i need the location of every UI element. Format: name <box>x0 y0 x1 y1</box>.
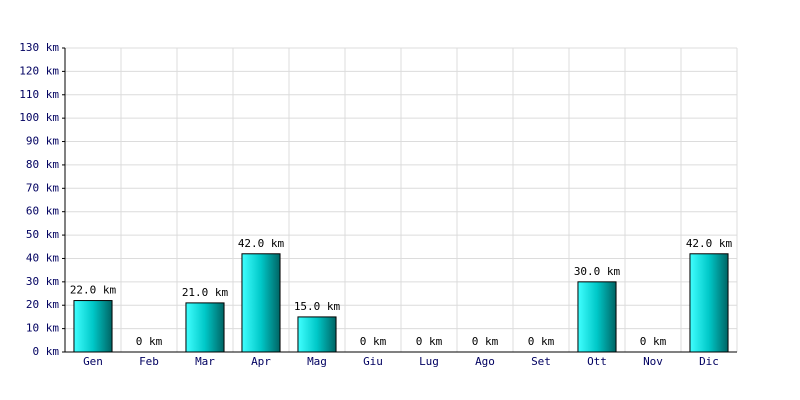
value-label: 15.0 km <box>294 300 341 313</box>
x-tick-label: Apr <box>251 355 271 368</box>
x-tick-label: Ago <box>475 355 495 368</box>
y-tick-label: 130 km <box>19 41 59 54</box>
value-label: 0 km <box>640 335 667 348</box>
grid <box>65 47 738 353</box>
value-label: 42.0 km <box>238 237 285 250</box>
bar <box>577 281 617 353</box>
x-tick-label: Giu <box>363 355 383 368</box>
value-label: 42.0 km <box>686 237 733 250</box>
value-label: 21.0 km <box>182 286 229 299</box>
y-tick-label: 100 km <box>19 111 59 124</box>
value-label: 30.0 km <box>574 265 621 278</box>
value-label: 0 km <box>472 335 499 348</box>
x-tick-label: Mag <box>307 355 327 368</box>
y-tick-label: 80 km <box>26 158 59 171</box>
y-tick-label: 0 km <box>33 345 60 358</box>
value-label: 0 km <box>528 335 555 348</box>
y-tick-label: 60 km <box>26 205 59 218</box>
x-tick-label: Mar <box>195 355 215 368</box>
y-tick-label: 110 km <box>19 88 59 101</box>
x-tick-label: Lug <box>419 355 439 368</box>
y-tick-label: 40 km <box>26 251 59 264</box>
value-label: 0 km <box>136 335 163 348</box>
value-label: 22.0 km <box>70 284 117 297</box>
y-tick-label: 90 km <box>26 135 59 148</box>
y-tick-label: 70 km <box>26 181 59 194</box>
y-tick-label: 120 km <box>19 64 59 77</box>
x-tick-label: Gen <box>83 355 103 368</box>
x-tick-label: Feb <box>139 355 159 368</box>
bar <box>689 253 729 353</box>
value-label: 0 km <box>416 335 443 348</box>
x-tick-label: Nov <box>643 355 663 368</box>
bar <box>297 316 337 353</box>
x-tick-label: Ott <box>587 355 607 368</box>
bar <box>241 253 281 353</box>
value-label: 0 km <box>360 335 387 348</box>
bar <box>185 302 225 353</box>
y-tick-label: 50 km <box>26 228 59 241</box>
y-tick-label: 30 km <box>26 275 59 288</box>
x-tick-label: Set <box>531 355 551 368</box>
x-tick-label: Dic <box>699 355 719 368</box>
y-tick-label: 20 km <box>26 298 59 311</box>
y-tick-label: 10 km <box>26 322 59 335</box>
bar <box>73 300 113 353</box>
